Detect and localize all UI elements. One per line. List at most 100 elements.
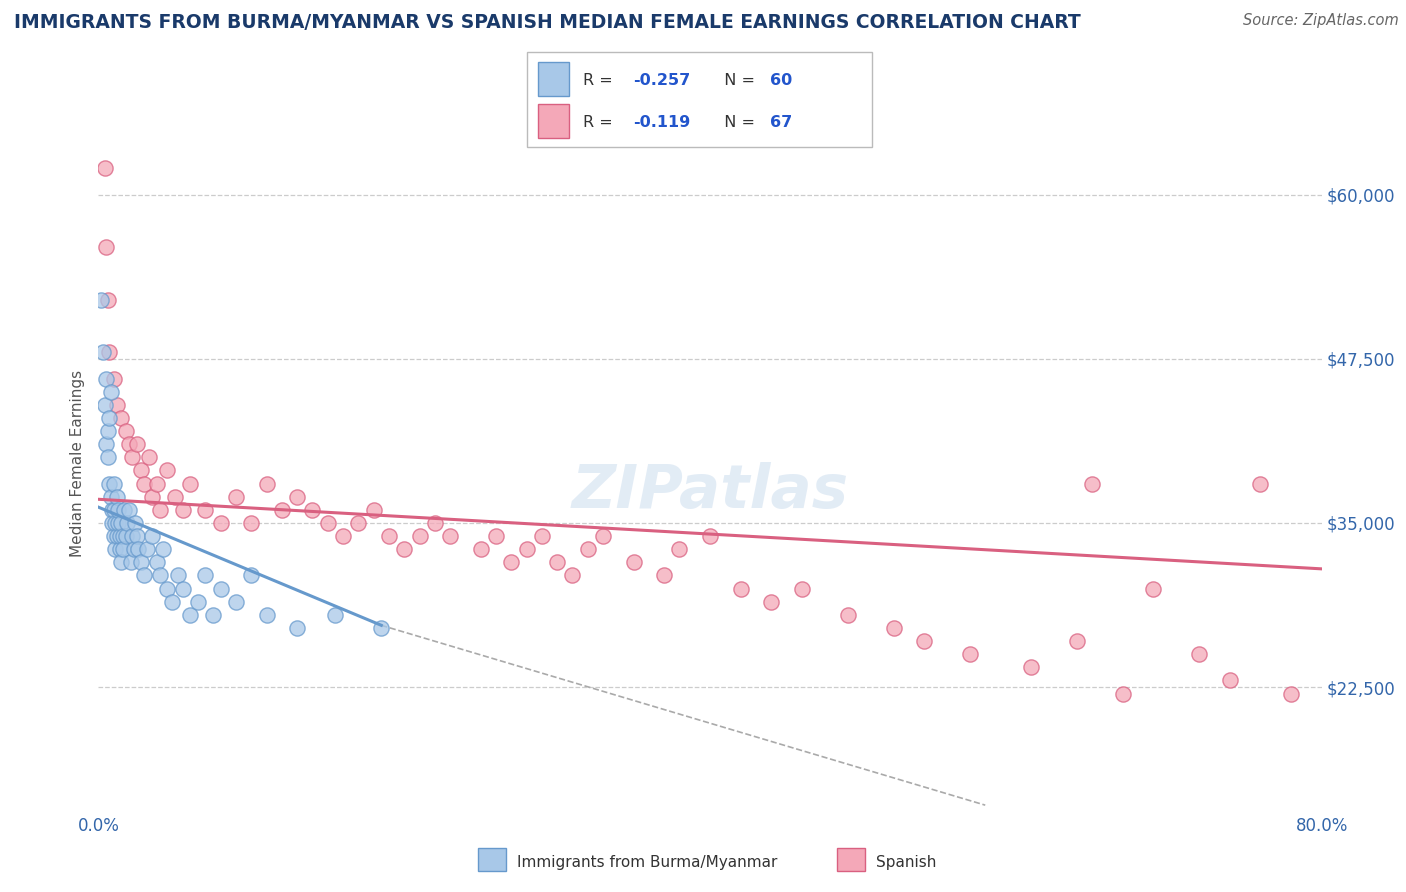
Point	[94, 371, 117, 385]
Point	[209, 582, 232, 596]
Point	[97, 424, 120, 438]
Point	[546, 555, 568, 569]
Point	[1019, 660, 1042, 674]
Point	[576, 542, 599, 557]
Text: Spanish: Spanish	[876, 855, 936, 870]
Point	[194, 503, 217, 517]
Point	[105, 398, 128, 412]
Text: ZIPatlas: ZIPatlas	[571, 462, 849, 521]
Point	[759, 595, 782, 609]
Point	[837, 607, 859, 622]
Point	[699, 529, 721, 543]
Point	[167, 568, 190, 582]
Point	[439, 529, 461, 543]
Point	[101, 503, 124, 517]
Point	[107, 516, 129, 530]
Point	[1142, 582, 1164, 596]
Point	[1279, 687, 1302, 701]
Point	[240, 568, 263, 582]
Point	[363, 503, 385, 517]
Text: IMMIGRANTS FROM BURMA/MYANMAR VS SPANISH MEDIAN FEMALE EARNINGS CORRELATION CHAR: IMMIGRANTS FROM BURMA/MYANMAR VS SPANISH…	[14, 13, 1081, 32]
Y-axis label: Median Female Earnings: Median Female Earnings	[69, 370, 84, 558]
Point	[561, 568, 583, 582]
Point	[408, 529, 430, 543]
Text: Source: ZipAtlas.com: Source: ZipAtlas.com	[1243, 13, 1399, 29]
Point	[97, 293, 120, 307]
Point	[668, 542, 690, 557]
Point	[179, 476, 201, 491]
Point	[347, 516, 370, 530]
Point	[134, 568, 156, 582]
Point	[118, 437, 141, 451]
Point	[1219, 673, 1241, 688]
Text: N =: N =	[714, 115, 761, 130]
Point	[959, 647, 981, 661]
Text: -0.257: -0.257	[633, 73, 690, 88]
Point	[121, 450, 143, 465]
Point	[110, 410, 132, 425]
Point	[156, 463, 179, 477]
Point	[163, 490, 186, 504]
Point	[285, 621, 308, 635]
Point	[623, 555, 645, 569]
Point	[202, 607, 225, 622]
Point	[125, 437, 148, 451]
Point	[485, 529, 508, 543]
Point	[100, 490, 122, 504]
Text: R =: R =	[583, 73, 619, 88]
Point	[127, 542, 149, 557]
Point	[120, 555, 142, 569]
Point	[93, 161, 115, 176]
Point	[370, 621, 392, 635]
Point	[1066, 634, 1088, 648]
Point	[103, 503, 125, 517]
Point	[141, 490, 163, 504]
Point	[129, 463, 152, 477]
Point	[152, 542, 174, 557]
Point	[652, 568, 675, 582]
Point	[332, 529, 354, 543]
Point	[423, 516, 446, 530]
Point	[325, 607, 347, 622]
Point	[1249, 476, 1271, 491]
Point	[97, 450, 120, 465]
Point	[149, 503, 172, 517]
Point	[1188, 647, 1211, 661]
Point	[501, 555, 523, 569]
Point	[592, 529, 614, 543]
Point	[94, 437, 117, 451]
Point	[730, 582, 752, 596]
Point	[98, 410, 121, 425]
Point	[141, 529, 163, 543]
Point	[225, 595, 247, 609]
Point	[103, 476, 125, 491]
Point	[122, 542, 145, 557]
Point	[129, 555, 152, 569]
Text: Immigrants from Burma/Myanmar: Immigrants from Burma/Myanmar	[517, 855, 778, 870]
Point	[124, 516, 146, 530]
Point	[470, 542, 492, 557]
Point	[115, 424, 138, 438]
Point	[134, 476, 156, 491]
Point	[1112, 687, 1135, 701]
Point	[172, 503, 194, 517]
Text: 67: 67	[770, 115, 793, 130]
Point	[285, 490, 308, 504]
Point	[103, 529, 125, 543]
Point	[883, 621, 905, 635]
Point	[912, 634, 935, 648]
Point	[118, 503, 141, 517]
Point	[530, 529, 553, 543]
Point	[110, 555, 132, 569]
Point	[105, 529, 128, 543]
Point	[179, 607, 201, 622]
Point	[209, 516, 232, 530]
Point	[392, 542, 416, 557]
Point	[187, 595, 209, 609]
Point	[145, 555, 167, 569]
Text: R =: R =	[583, 115, 619, 130]
Point	[1081, 476, 1104, 491]
Point	[111, 542, 134, 557]
Point	[101, 516, 124, 530]
Point	[104, 516, 127, 530]
